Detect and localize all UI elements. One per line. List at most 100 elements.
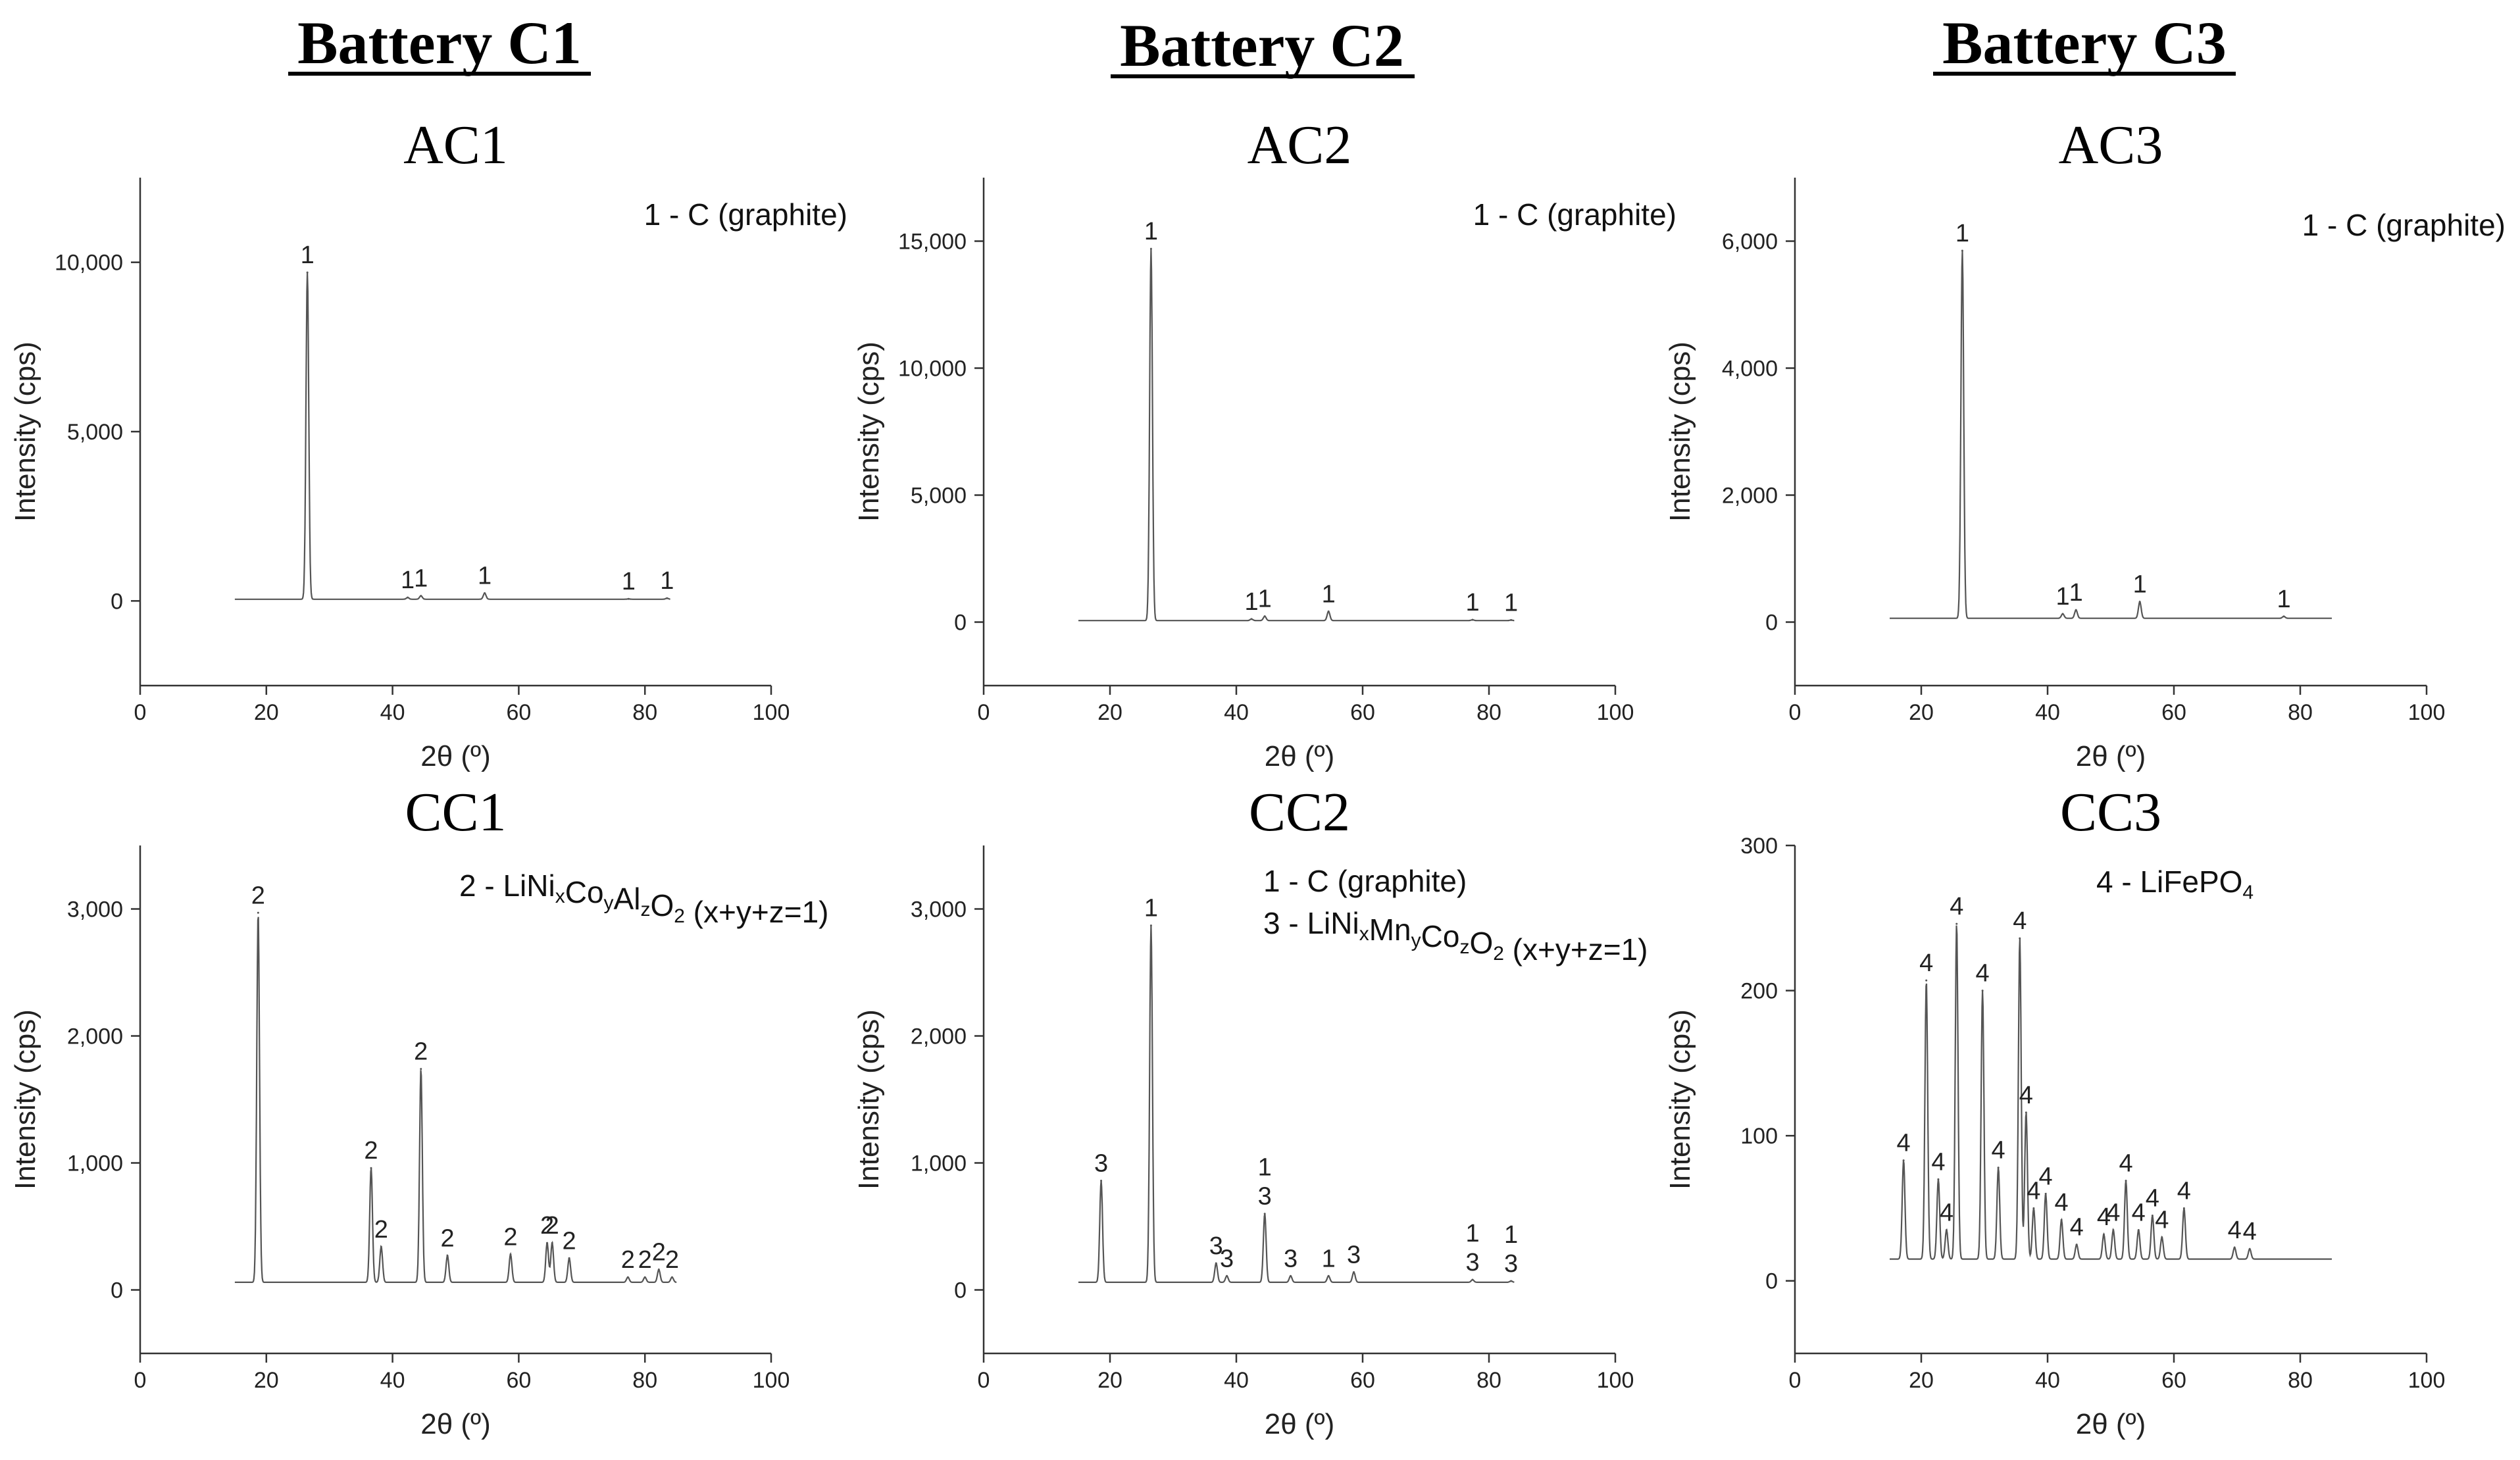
x-tick-label-ac3-80: 80 xyxy=(2288,700,2313,725)
peak-label-cc2-5-2: 3 xyxy=(1258,1183,1272,1211)
peak-label-ac1-5: 1 xyxy=(622,568,636,595)
peak-point-ac2-1 xyxy=(1149,247,1152,250)
x-tick-label-ac3-100: 100 xyxy=(2408,700,2446,725)
peak-point-cc3-9 xyxy=(2025,1111,2027,1114)
peak-label-cc1-8: 2 xyxy=(545,1212,559,1240)
x-tick-label-ac1-80: 80 xyxy=(632,700,657,725)
x-tick-label-ac1-100: 100 xyxy=(753,700,790,725)
peak-label-cc2-4: 3 xyxy=(1220,1245,1234,1272)
peak-label-ac3-1: 1 xyxy=(1955,220,1969,247)
peak-label-cc3-4: 4 xyxy=(1940,1199,1953,1227)
series-line-cc2 xyxy=(1078,925,1515,1283)
peak-point-cc1-12 xyxy=(657,1269,660,1271)
battery-c1-header: Battery C1 xyxy=(297,9,582,76)
x-axis-label-cc3: 2θ (º) xyxy=(2076,1408,2146,1440)
peak-label-cc3-18: 4 xyxy=(2146,1184,2159,1212)
x-tick-label-ac1-20: 20 xyxy=(254,700,279,725)
y-axis-label-cc2: Intensity (cps) xyxy=(853,1009,885,1190)
peak-label-cc3-5: 4 xyxy=(1950,893,1963,920)
x-tick-label-ac1-0: 0 xyxy=(134,700,147,725)
y-tick-label-ac1-0: 0 xyxy=(111,589,123,614)
x-tick-label-ac3-60: 60 xyxy=(2161,700,2186,725)
x-tick-label-ac2-60: 60 xyxy=(1350,700,1375,725)
peak-point-ac3-1 xyxy=(1961,249,1963,252)
peak-point-cc3-11 xyxy=(2044,1192,2047,1195)
peak-point-ac2-3 xyxy=(1263,615,1266,618)
peak-point-cc2-6 xyxy=(1290,1274,1292,1277)
peak-label-cc3-1: 4 xyxy=(1897,1130,1911,1157)
peak-point-cc3-14 xyxy=(2102,1233,2105,1236)
peak-point-ac3-4 xyxy=(2138,601,2141,603)
panel-cc2: CC2 0 20 40 60 80 100 0 1,000 2,000 3,000 2θ (º) Int… xyxy=(853,782,1648,1440)
peak-label-cc3-14: 4 xyxy=(2097,1203,2111,1231)
peak-label-cc2-8: 3 xyxy=(1347,1241,1361,1269)
y-tick-label-ac3-0: 0 xyxy=(1765,611,1778,636)
peak-point-cc3-6 xyxy=(1981,990,1984,992)
x-tick-label-cc3-20: 20 xyxy=(1909,1368,1934,1393)
peak-point-ac1-5 xyxy=(627,597,630,600)
panel-title-ac2: AC2 xyxy=(1247,114,1352,176)
peak-point-cc3-8 xyxy=(2019,937,2021,940)
peak-point-cc1-5 xyxy=(446,1254,449,1257)
y-tick-label-cc2-1000: 1,000 xyxy=(911,1151,967,1176)
x-tick-label-ac3-20: 20 xyxy=(1909,700,1934,725)
peak-point-cc3-10 xyxy=(2032,1207,2035,1209)
x-tick-label-cc1-0: 0 xyxy=(134,1368,147,1393)
peak-point-cc1-4 xyxy=(420,1068,422,1070)
peak-label-cc3-6: 4 xyxy=(1976,960,1990,988)
peak-point-cc2-7 xyxy=(1327,1274,1330,1277)
y-tick-label-cc3-0: 0 xyxy=(1765,1269,1778,1294)
series-line-ac3 xyxy=(1890,251,2332,619)
y-tick-label-cc1-3000: 3,000 xyxy=(67,897,123,922)
peak-point-cc1-7 xyxy=(546,1242,549,1244)
peak-point-cc2-4 xyxy=(1226,1274,1228,1277)
y-tick-label-cc3-100: 100 xyxy=(1740,1124,1778,1149)
peak-point-ac1-1 xyxy=(306,271,309,274)
y-tick-label-cc1-1000: 1,000 xyxy=(67,1151,123,1176)
peak-label-ac1-3: 1 xyxy=(414,565,428,593)
peak-label-cc3-13: 4 xyxy=(2070,1214,2084,1242)
peak-label-ac1-6: 1 xyxy=(660,567,674,595)
battery-c2-header: Battery C2 xyxy=(1120,12,1404,79)
peak-point-cc3-22 xyxy=(2248,1247,2251,1250)
legend-entry-cc2-2: 3 - LiNixMnyCozO2 (x+y+z=1) xyxy=(1263,906,1648,967)
peak-label-ac3-5: 1 xyxy=(2277,586,2290,613)
panel-title-cc2: CC2 xyxy=(1249,782,1350,843)
peak-label-cc3-8: 4 xyxy=(2013,907,2027,935)
series-line-ac2 xyxy=(1078,249,1515,622)
x-tick-label-ac2-0: 0 xyxy=(978,700,990,725)
peak-point-ac3-5 xyxy=(2282,615,2285,618)
x-axis-label-cc1: 2θ (º) xyxy=(420,1408,491,1440)
peak-label-cc2-6: 3 xyxy=(1284,1245,1298,1272)
x-tick-label-ac3-40: 40 xyxy=(2035,700,2060,725)
peak-label-cc1-9: 2 xyxy=(563,1227,576,1255)
x-tick-label-cc2-0: 0 xyxy=(978,1368,990,1393)
peak-label-ac3-2: 1 xyxy=(2055,583,2069,611)
x-tick-label-cc1-60: 60 xyxy=(506,1368,531,1393)
peak-label-cc2-5-1: 1 xyxy=(1258,1154,1272,1182)
peak-point-ac1-2 xyxy=(407,596,409,599)
legend-entry-ac3-1: 1 - C (graphite) xyxy=(2302,208,2506,242)
x-tick-label-ac2-80: 80 xyxy=(1476,700,1501,725)
peak-label-cc3-7: 4 xyxy=(1992,1137,2005,1165)
peak-point-cc2-8 xyxy=(1353,1271,1355,1273)
panel-title-cc1: CC1 xyxy=(405,782,506,843)
peak-point-cc2-2 xyxy=(1149,924,1152,927)
x-tick-label-cc2-40: 40 xyxy=(1224,1368,1249,1393)
peak-point-cc3-21 xyxy=(2233,1246,2236,1249)
y-tick-label-ac1-5000: 5,000 xyxy=(67,420,123,445)
peak-label-cc3-20: 4 xyxy=(2177,1177,2191,1205)
peak-label-cc3-9: 4 xyxy=(2019,1082,2033,1109)
peak-point-ac2-4 xyxy=(1327,610,1330,613)
peak-point-ac1-6 xyxy=(666,597,668,599)
y-tick-label-ac2-15000: 15,000 xyxy=(898,230,967,255)
peak-point-cc1-1 xyxy=(257,911,259,914)
peak-point-cc2-1 xyxy=(1100,1180,1103,1182)
peak-point-cc3-13 xyxy=(2075,1244,2078,1246)
peak-label-cc2-10-2: 3 xyxy=(1504,1250,1518,1278)
peak-label-cc1-11: 2 xyxy=(638,1246,652,1274)
peak-label-ac2-6: 1 xyxy=(1504,589,1518,617)
peak-label-ac2-5: 1 xyxy=(1465,589,1479,617)
peak-point-cc1-10 xyxy=(626,1276,629,1278)
